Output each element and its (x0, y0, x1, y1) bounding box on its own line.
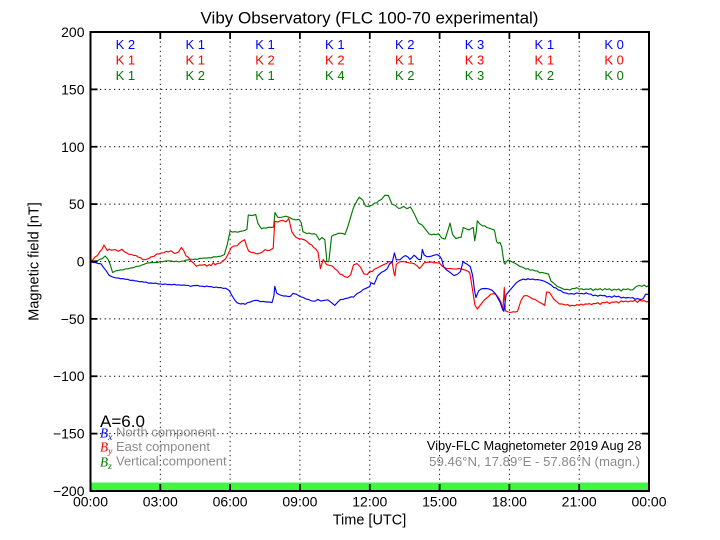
svg-text:59.46°N, 17.89°E - 57.86°N (ma: 59.46°N, 17.89°E - 57.86°N (magn.) (429, 454, 640, 469)
svg-text:K 2: K 2 (116, 37, 136, 52)
svg-text:00:00: 00:00 (73, 494, 108, 510)
svg-text:06:00: 06:00 (213, 494, 248, 510)
svg-text:K 2: K 2 (185, 68, 205, 83)
svg-text:K 1: K 1 (535, 37, 555, 52)
svg-text:Magnetic field [nT]: Magnetic field [nT] (27, 202, 43, 320)
svg-text:K 1: K 1 (116, 68, 136, 83)
svg-text:12:00: 12:00 (352, 494, 387, 510)
svg-text:K 2: K 2 (395, 37, 415, 52)
svg-text:K 0: K 0 (604, 37, 624, 52)
svg-text:−150: −150 (53, 426, 85, 442)
svg-text:−200: −200 (53, 483, 85, 499)
svg-text:03:00: 03:00 (143, 494, 178, 510)
svg-text:K 1: K 1 (185, 37, 205, 52)
svg-text:North component: North component (116, 425, 216, 440)
svg-text:Time [UTC]: Time [UTC] (333, 513, 407, 529)
svg-text:150: 150 (61, 81, 85, 97)
svg-text:K 2: K 2 (535, 68, 555, 83)
svg-text:21:00: 21:00 (562, 494, 597, 510)
svg-text:0: 0 (77, 254, 85, 270)
svg-text:−50: −50 (61, 311, 85, 327)
svg-text:09:00: 09:00 (282, 494, 317, 510)
svg-text:K 0: K 0 (604, 53, 624, 68)
svg-text:K 1: K 1 (395, 53, 415, 68)
svg-text:00:00: 00:00 (631, 494, 666, 510)
svg-text:Viby Observatory (FLC 100-70 e: Viby Observatory (FLC 100-70 experimenta… (201, 9, 539, 28)
svg-text:Vertical component: Vertical component (116, 454, 227, 469)
svg-text:K 1: K 1 (116, 53, 136, 68)
svg-text:100: 100 (61, 139, 85, 155)
svg-text:K 1: K 1 (185, 53, 205, 68)
svg-text:K 2: K 2 (255, 53, 275, 68)
svg-text:K 3: K 3 (465, 68, 485, 83)
svg-text:K 1: K 1 (325, 37, 345, 52)
svg-text:K 1: K 1 (255, 37, 275, 52)
svg-text:K 1: K 1 (535, 53, 555, 68)
svg-text:K 3: K 3 (465, 53, 485, 68)
svg-text:K 4: K 4 (325, 68, 345, 83)
svg-text:K 3: K 3 (465, 37, 485, 52)
svg-text:15:00: 15:00 (422, 494, 457, 510)
svg-text:K 0: K 0 (604, 68, 624, 83)
svg-text:East component: East component (116, 439, 210, 454)
svg-text:50: 50 (69, 196, 85, 212)
svg-text:Viby-FLC Magnetometer 2019 Aug: Viby-FLC Magnetometer 2019 Aug 28 (427, 438, 642, 453)
svg-text:−100: −100 (53, 368, 85, 384)
svg-text:K 1: K 1 (255, 68, 275, 83)
svg-text:K 2: K 2 (325, 53, 345, 68)
svg-text:18:00: 18:00 (492, 494, 527, 510)
svg-text:200: 200 (61, 24, 85, 40)
svg-text:A=6.0: A=6.0 (100, 412, 145, 431)
svg-text:K 2: K 2 (395, 68, 415, 83)
